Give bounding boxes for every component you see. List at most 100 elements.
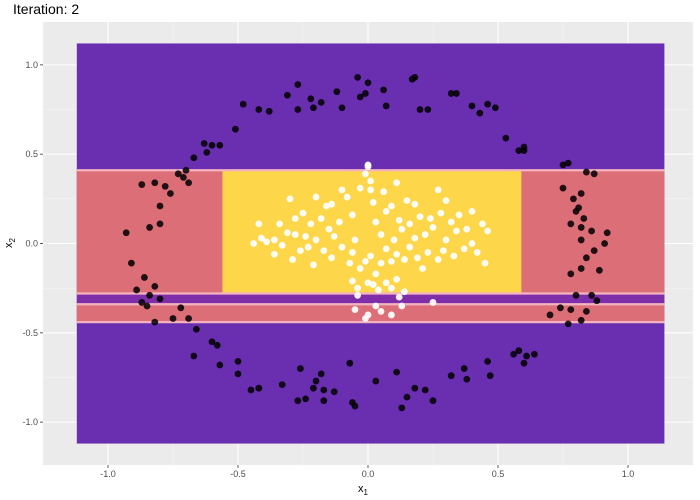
inner-point [398,225,406,233]
inner-point [364,311,372,319]
outer-point [593,297,601,305]
inner-point [434,186,442,194]
outer-point [380,86,387,94]
outer-point [601,240,608,247]
inner-point [388,202,395,210]
outer-point [492,104,499,112]
inner-point [307,220,315,228]
outer-point [167,190,174,197]
inner-point [258,234,265,242]
region-low [76,293,665,305]
inner-point [473,249,481,256]
outer-point [294,106,302,113]
x-axis-title-main: x [358,483,364,495]
inner-point [330,232,338,240]
outer-point [486,372,494,380]
inner-point [380,188,387,196]
inner-point [362,257,369,265]
outer-point [177,304,185,312]
outer-point [182,166,190,174]
inner-point [354,291,361,299]
outer-point [255,384,263,392]
outer-point [193,325,200,333]
outer-point [156,220,164,228]
outer-point [320,397,328,405]
outer-point [180,174,187,181]
inner-point [338,186,346,194]
outer-point [411,384,419,392]
outer-point [588,291,595,299]
outer-point [203,148,211,156]
outer-point [583,307,590,315]
inner-point [460,245,468,253]
x-tick-label: -1.0 [100,469,116,479]
inner-point [377,231,385,238]
outer-point [447,372,455,380]
outer-point [398,404,406,412]
inner-point [364,279,372,287]
inner-point [317,215,325,222]
outer-point [416,106,424,113]
outer-point [146,224,154,231]
inner-point [255,220,263,228]
outer-point [239,100,247,108]
inner-point [437,209,445,217]
inner-point [388,311,395,319]
x-tick-label: -0.5 [230,469,246,479]
outer-point [317,370,325,378]
outer-point [603,229,611,237]
inner-point [343,193,351,201]
outer-point [531,350,538,358]
outer-point [559,161,567,169]
outer-point [255,106,263,113]
outer-point [520,359,528,367]
inner-point [403,197,411,205]
inner-point [377,259,385,267]
inner-point [375,286,382,294]
outer-point [570,195,577,203]
outer-point [588,227,595,235]
outer-point [515,147,523,155]
outer-point [596,266,603,274]
inner-point [468,240,476,247]
inner-point [479,220,486,228]
y-axis-title: x2 [3,237,17,248]
x-tick-label: 0.0 [362,469,375,479]
inner-point [346,259,354,267]
outer-point [216,361,224,369]
outer-point [411,73,419,81]
inner-point [349,277,356,285]
x-tick-label: 1.0 [622,469,635,479]
inner-point [440,247,447,255]
outer-point [151,318,159,326]
y-tick-label: -1.0 [22,417,38,427]
decision-regions [76,43,665,444]
outer-point [421,386,429,394]
outer-point [138,299,146,306]
outer-point [156,202,164,210]
outer-point [575,204,582,212]
inner-point [427,215,434,222]
outer-point [476,109,484,117]
outer-point [564,320,572,328]
inner-point [393,179,400,187]
inner-point [354,284,361,292]
outer-point [453,90,460,97]
inner-point [369,199,377,206]
outer-point [190,352,198,360]
outer-point [372,377,380,385]
y-axis-title-subscript: 2 [8,237,17,242]
outer-point [216,141,224,149]
inner-point [484,227,491,235]
inner-point [320,247,328,255]
inner-point [338,243,346,251]
outer-point [567,270,575,278]
y-axis-ticks: -1.0 -0.5 0.0 0.5 1.0 [22,60,43,427]
inner-point [411,234,419,242]
inner-point [455,211,463,219]
inner-point [356,184,364,192]
y-tick-label: 0.0 [25,239,38,249]
inner-point [401,288,408,296]
inner-point [395,216,403,224]
